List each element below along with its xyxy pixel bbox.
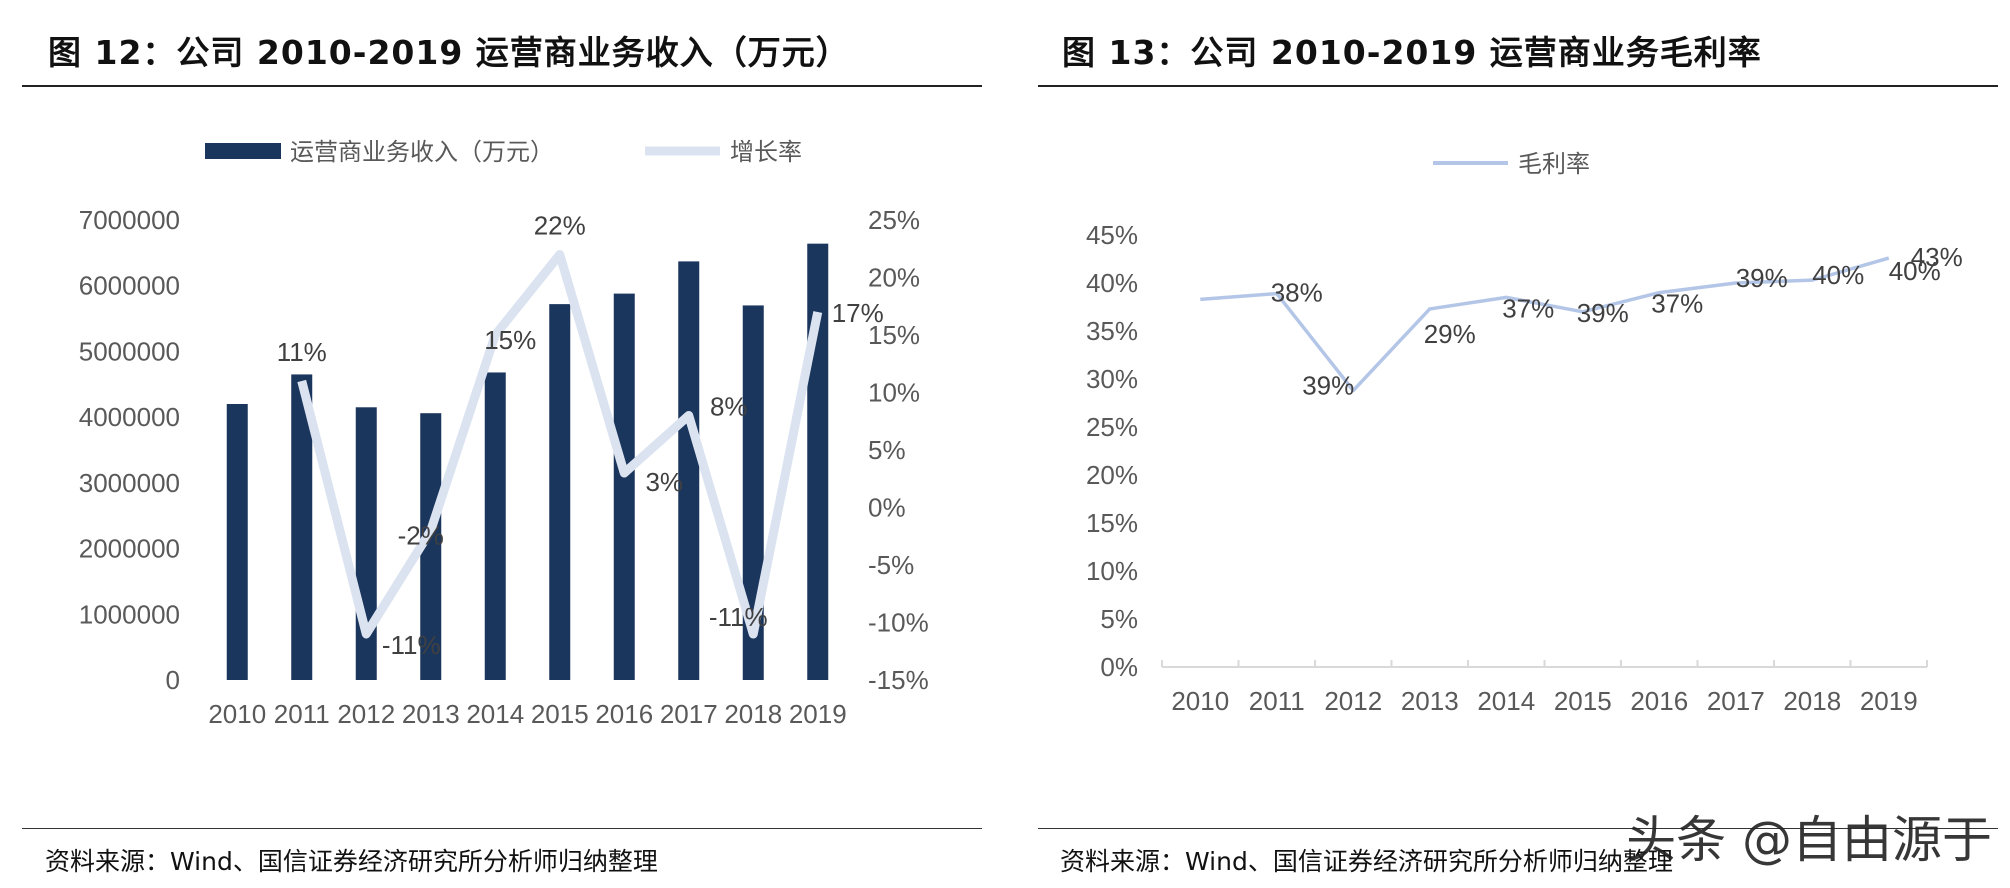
y-left-tick-label: 7000000 xyxy=(79,205,180,235)
y-right-tick-label: 0% xyxy=(868,493,906,523)
y-left-tick-label: 4000000 xyxy=(79,402,180,432)
y-tick-label: 35% xyxy=(1086,316,1138,346)
margin-data-label: 37% xyxy=(1502,293,1554,323)
margin-data-label: 37% xyxy=(1651,289,1703,319)
revenue-bar xyxy=(291,374,313,680)
revenue-bar xyxy=(678,261,700,680)
y-tick-label: 20% xyxy=(1086,460,1138,490)
x-tick-label: 2012 xyxy=(337,699,395,729)
y-right-tick-label: 10% xyxy=(868,378,920,408)
growth-data-label: 8% xyxy=(710,392,748,422)
y-left-tick-label: 2000000 xyxy=(79,534,180,564)
y-right-tick-label: -15% xyxy=(868,665,929,695)
right-source-rule xyxy=(1038,828,1998,829)
y-left-tick-label: 0 xyxy=(166,665,180,695)
margin-end-label: 43% xyxy=(1911,242,1963,272)
right-source-note: 资料来源：Wind、国信证券经济研究所分析师归纳整理 xyxy=(1060,847,1673,876)
growth-data-label: 11% xyxy=(277,337,327,367)
x-tick-label: 2012 xyxy=(1324,686,1382,716)
x-tick-label: 2013 xyxy=(1401,686,1459,716)
y-right-tick-label: 20% xyxy=(868,263,920,293)
revenue-bar xyxy=(226,404,248,680)
y-right-tick-label: -5% xyxy=(868,550,914,580)
y-right-tick-label: 5% xyxy=(868,435,906,465)
left-source-note: 资料来源：Wind、国信证券经济研究所分析师归纳整理 xyxy=(45,847,658,876)
watermark: 头条 @自由源于 xyxy=(1626,811,1992,869)
y-right-tick-label: -10% xyxy=(868,608,929,638)
margin-data-label: 39% xyxy=(1577,298,1629,328)
right-figure-title: 图 13：公司 2010-2019 运营商业务毛利率 xyxy=(1062,33,1762,72)
y-tick-label: 30% xyxy=(1086,364,1138,394)
x-tick-label: 2014 xyxy=(1477,686,1535,716)
x-tick-label: 2015 xyxy=(1554,686,1612,716)
y-tick-label: 40% xyxy=(1086,268,1138,298)
x-tick-label: 2013 xyxy=(402,699,460,729)
y-right-tick-label: 25% xyxy=(868,205,920,235)
revenue-bar xyxy=(420,413,442,680)
x-tick-label: 2017 xyxy=(1707,686,1765,716)
x-tick-label: 2011 xyxy=(1249,686,1305,716)
left-figure-panel: 图 12：公司 2010-2019 运营商业务收入（万元） 运营商业务收入（万元… xyxy=(0,0,1000,888)
x-tick-label: 2018 xyxy=(724,699,782,729)
growth-data-label: 3% xyxy=(645,467,683,497)
revenue-bar xyxy=(484,372,506,680)
y-left-tick-label: 1000000 xyxy=(79,599,180,629)
x-tick-label: 2010 xyxy=(208,699,266,729)
growth-data-label: -11% xyxy=(709,602,768,632)
revenue-bar xyxy=(355,407,377,680)
left-title-rule xyxy=(22,85,982,87)
growth-line xyxy=(297,250,823,639)
left-source-rule xyxy=(22,828,982,829)
y-tick-label: 15% xyxy=(1086,508,1138,538)
y-left-tick-label: 5000000 xyxy=(79,336,180,366)
y-tick-label: 25% xyxy=(1086,412,1138,442)
y-right-tick-label: 15% xyxy=(868,320,920,350)
legend-label-margin: 毛利率 xyxy=(1518,151,1590,178)
x-tick-label: 2011 xyxy=(274,699,330,729)
margin-data-label: 40% xyxy=(1812,260,1864,290)
left-figure-title: 图 12：公司 2010-2019 运营商业务收入（万元） xyxy=(48,33,850,72)
x-tick-label: 2015 xyxy=(531,699,589,729)
y-left-tick-label: 3000000 xyxy=(79,468,180,498)
growth-data-label: 17% xyxy=(832,298,884,328)
x-tick-label: 2014 xyxy=(466,699,524,729)
y-tick-label: 10% xyxy=(1086,556,1138,586)
y-tick-label: 45% xyxy=(1086,220,1138,250)
right-figure-panel: 图 13：公司 2010-2019 运营商业务毛利率 毛利率 0% 5% 10% 15%… xyxy=(1030,0,2010,888)
revenue-bar xyxy=(549,304,571,680)
x-tick-label: 2017 xyxy=(660,699,718,729)
x-tick-label: 2018 xyxy=(1783,686,1841,716)
x-tick-label: 2016 xyxy=(1630,686,1688,716)
x-tick-label: 2016 xyxy=(595,699,653,729)
growth-data-label: -2% xyxy=(398,521,444,551)
margin-line xyxy=(1200,256,1890,393)
growth-data-label: -11% xyxy=(382,630,441,660)
margin-data-label: 38% xyxy=(1271,278,1323,308)
margin-data-label: 39% xyxy=(1302,371,1354,401)
revenue-bar xyxy=(613,293,635,680)
x-tick-label: 2010 xyxy=(1171,686,1229,716)
legend-label-growth: 增长率 xyxy=(730,139,802,166)
margin-data-label: 40% xyxy=(1889,256,1941,286)
legend-label-revenue: 运营商业务收入（万元） xyxy=(290,139,554,166)
legend-swatch-revenue xyxy=(205,143,281,159)
y-tick-label: 0% xyxy=(1100,652,1138,682)
gross-margin-chart: 毛利率 0% 5% 10% 15% 20% 25% 30% 35% 40% 45% 2010 2011 2… xyxy=(1086,151,1963,716)
y-left-tick-label: 6000000 xyxy=(79,271,180,301)
x-tick-label: 2019 xyxy=(1860,686,1918,716)
growth-data-label: 22% xyxy=(534,211,586,241)
margin-data-label: 39% xyxy=(1736,263,1788,293)
y-tick-label: 5% xyxy=(1100,604,1138,634)
growth-data-label: 15% xyxy=(484,325,536,355)
revenue-bar xyxy=(807,243,829,680)
revenue-growth-chart: 运营商业务收入（万元） 增长率 0 1000000 2000000 3000000 4000… xyxy=(79,139,929,729)
margin-data-label: 29% xyxy=(1424,319,1476,349)
x-tick-label: 2019 xyxy=(789,699,847,729)
right-title-rule xyxy=(1038,85,1998,87)
